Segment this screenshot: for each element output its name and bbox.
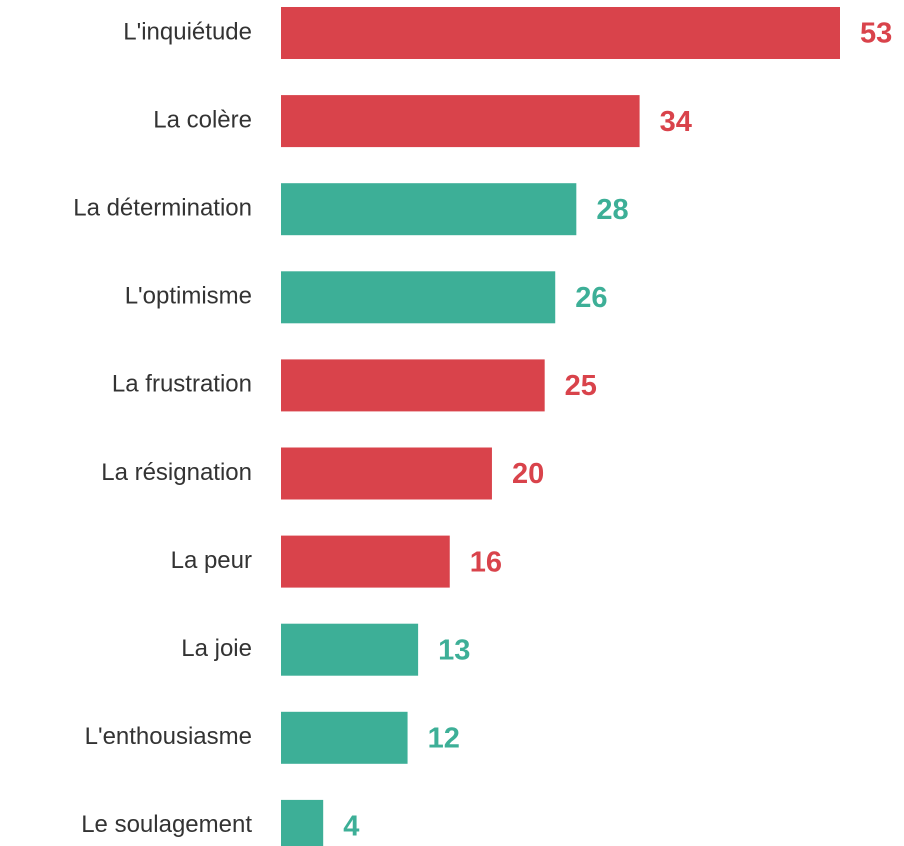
category-label: La frustration	[112, 371, 252, 398]
value-label: 53	[860, 18, 892, 50]
bar	[281, 799, 324, 846]
category-label: Le soulagement	[81, 811, 252, 838]
bar	[281, 95, 640, 148]
value-label: 13	[438, 634, 470, 666]
value-label: 25	[565, 370, 597, 402]
category-label: L'inquiétude	[123, 18, 252, 45]
value-label: 4	[343, 811, 359, 843]
category-label: La détermination	[73, 195, 252, 222]
category-label: La peur	[171, 547, 252, 574]
category-label: La colère	[153, 106, 252, 133]
category-label: La résignation	[101, 459, 252, 486]
value-label: 34	[660, 106, 692, 138]
bar	[281, 623, 419, 676]
bar	[281, 359, 545, 412]
bar	[281, 535, 450, 588]
category-label: La joie	[181, 635, 252, 662]
bar	[281, 711, 408, 764]
category-label: L'optimisme	[125, 283, 252, 310]
value-label: 12	[428, 722, 460, 754]
value-label: 26	[575, 282, 607, 314]
bar	[281, 271, 556, 324]
category-label: L'enthousiasme	[85, 723, 252, 750]
bar	[281, 183, 577, 236]
bar	[281, 447, 492, 500]
value-label: 16	[470, 546, 502, 578]
value-label: 20	[512, 458, 544, 490]
value-label: 28	[596, 194, 628, 226]
bar	[281, 7, 840, 59]
